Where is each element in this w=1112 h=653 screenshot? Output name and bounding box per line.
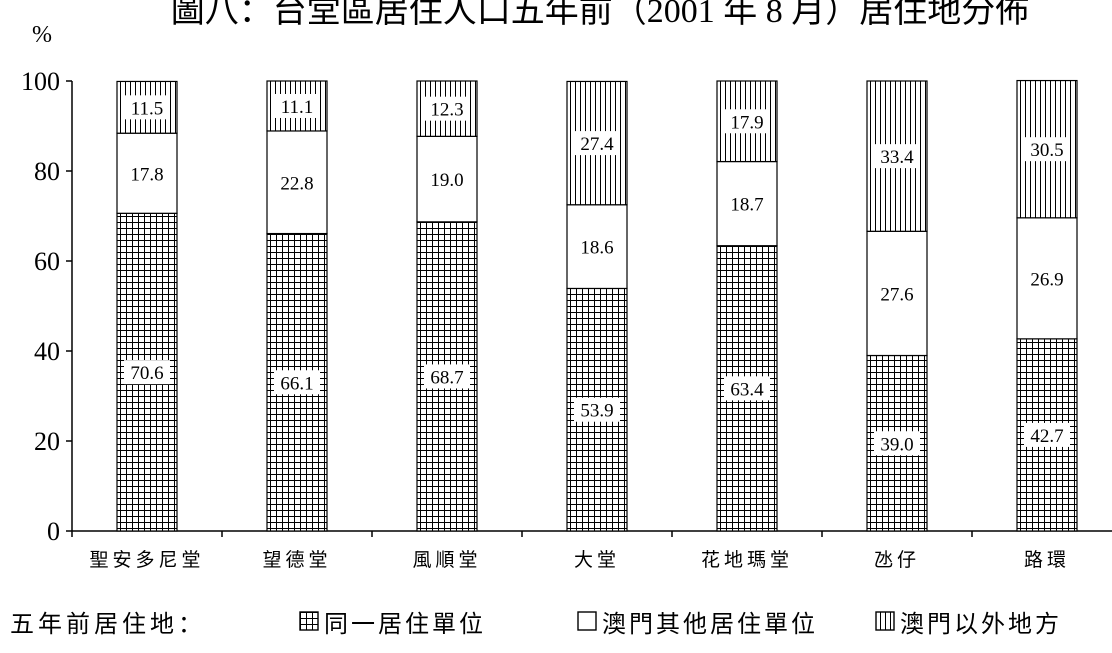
data-label: 33.4: [880, 147, 914, 168]
data-label-background: [124, 161, 170, 186]
data-label: 11.5: [131, 98, 164, 119]
legend-swatch: [577, 611, 597, 631]
x-category-label: 花地瑪堂: [701, 549, 793, 571]
data-label-background: [274, 370, 320, 395]
legend-title: 五年前居住地：: [10, 611, 206, 638]
data-label-background: [1024, 422, 1070, 447]
data-label-background: [724, 191, 770, 216]
data-label-background: [574, 131, 620, 156]
data-label-background: [424, 167, 470, 192]
data-label: 18.6: [580, 238, 613, 259]
data-label-background: [724, 376, 770, 401]
data-label: 17.8: [130, 164, 163, 185]
x-category-label: 路環: [1024, 549, 1070, 571]
data-label-background: [874, 431, 920, 456]
data-label-background: [274, 93, 320, 118]
chart-title: 圖八：台堂區居住人口五年前（2001 年 8 月）居住地分佈: [171, 0, 1030, 30]
y-tick-label: 100: [21, 67, 60, 96]
data-label: 18.7: [730, 195, 763, 216]
y-axis-unit-label: %: [32, 22, 52, 48]
data-label-background: [274, 170, 320, 195]
data-label-background: [124, 360, 170, 385]
y-tick-label: 80: [34, 157, 60, 186]
y-tick-label: 40: [34, 337, 60, 366]
y-tick-label: 0: [47, 517, 60, 546]
data-label-background: [724, 109, 770, 134]
data-label-background: [574, 397, 620, 422]
data-label: 39.0: [880, 434, 913, 455]
legend-entry-label: 澳門以外地方: [900, 611, 1062, 638]
data-label: 66.1: [280, 373, 313, 394]
data-label: 19.0: [430, 170, 463, 191]
legend-swatch: [875, 611, 895, 631]
data-label: 70.6: [130, 363, 163, 384]
data-label-background: [1024, 266, 1070, 291]
x-category-label: 風順堂: [412, 549, 481, 571]
data-label-background: [424, 96, 470, 121]
legend-swatch: [299, 611, 319, 631]
data-label: 11.1: [281, 97, 314, 118]
data-label-background: [1024, 137, 1070, 162]
data-label-background: [424, 364, 470, 389]
data-label-background: [124, 95, 170, 120]
data-label: 68.7: [430, 367, 463, 388]
data-label-background: [874, 281, 920, 306]
data-label: 17.9: [730, 112, 763, 133]
data-label: 53.9: [580, 401, 613, 422]
x-category-label: 氹仔: [874, 549, 920, 571]
data-label: 27.6: [880, 284, 913, 305]
legend-entry-label: 澳門其他居住單位: [602, 611, 818, 638]
y-tick-label: 60: [34, 247, 60, 276]
x-category-label: 大堂: [574, 549, 620, 571]
data-label: 22.8: [280, 173, 313, 194]
y-tick-label: 20: [34, 427, 60, 456]
data-label: 30.5: [1030, 140, 1063, 161]
data-label: 42.7: [1030, 426, 1063, 447]
data-label: 26.9: [1030, 269, 1063, 290]
x-category-label: 聖安多尼堂: [89, 549, 204, 571]
data-label: 12.3: [430, 100, 463, 121]
data-label-background: [874, 144, 920, 169]
data-label: 27.4: [580, 134, 614, 155]
x-category-label: 望德堂: [262, 549, 331, 571]
legend-entry-label: 同一居住單位: [324, 611, 486, 638]
data-label: 63.4: [730, 379, 764, 400]
data-label-background: [574, 234, 620, 259]
